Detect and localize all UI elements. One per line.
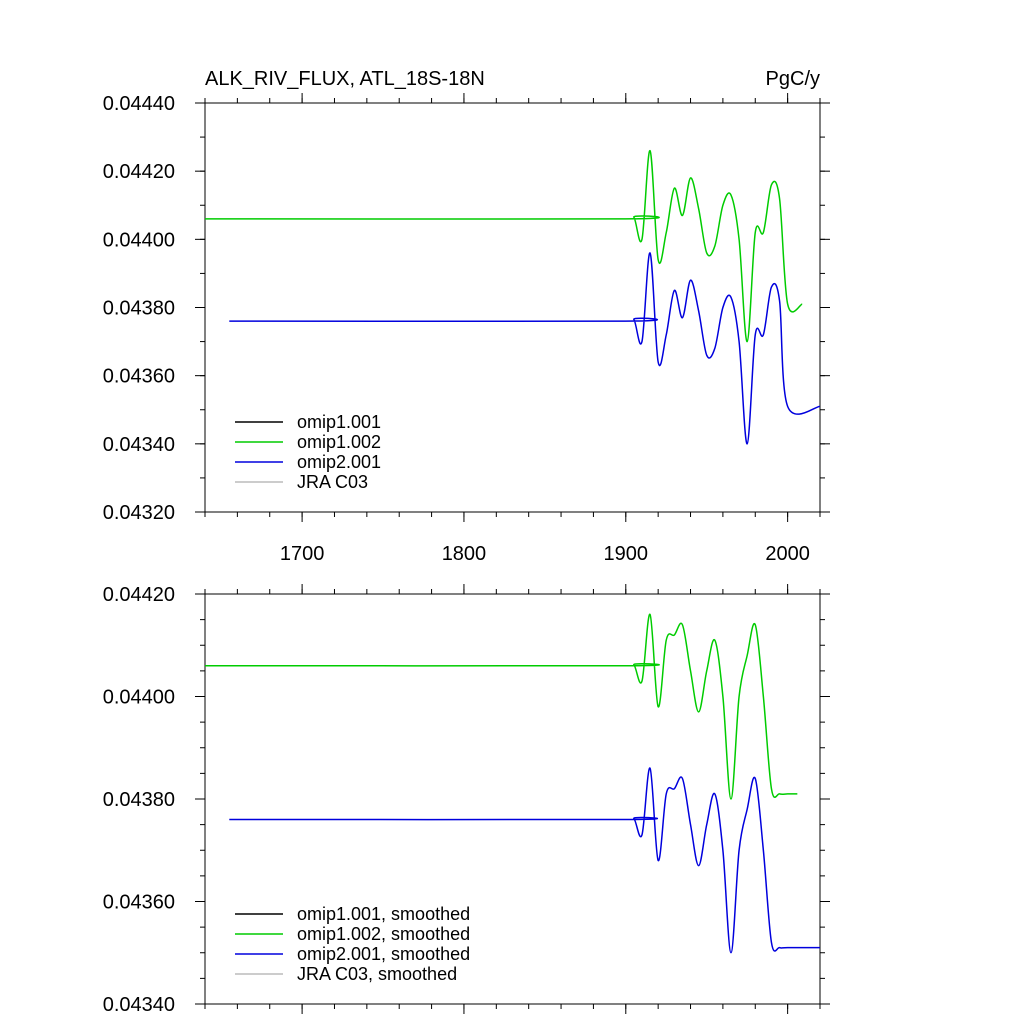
legend-label: omip2.001, smoothed — [297, 944, 470, 964]
x-tick-label: 1700 — [280, 543, 325, 565]
x-tick-label: 1900 — [604, 543, 649, 565]
bottom-panel: 0.04340 0.04360 0.04380 0.04400 0.04420 omip1… — [103, 584, 830, 1016]
y-tick-label: 0.04340 — [103, 994, 175, 1016]
y-tick-label: 0.04420 — [103, 584, 175, 606]
y-tick-label: 0.04440 — [103, 93, 175, 115]
y-tick-label: 0.04320 — [103, 502, 175, 524]
legend-label: omip1.001 — [297, 412, 381, 432]
legend-label: omip2.001 — [297, 452, 381, 472]
y-tick-label: 0.04360 — [103, 892, 175, 914]
legend-label: JRA C03 — [297, 472, 368, 492]
x-tick-label: 1800 — [442, 543, 487, 565]
chart-units: PgC/y — [766, 68, 820, 90]
y-tick-label: 0.04420 — [103, 161, 175, 183]
top-panel: 0.04320 0.04340 0.04360 0.04380 0.04400 0.044… — [103, 68, 830, 565]
series-line-omip1-002 — [205, 149, 803, 343]
legend-label: omip1.002 — [297, 432, 381, 452]
x-tick-label: 2000 — [765, 543, 810, 565]
chart-title: ALK_RIV_FLUX, ATL_18S-18N — [205, 68, 485, 90]
y-tick-label: 0.04400 — [103, 687, 175, 709]
y-tick-label: 0.04360 — [103, 366, 175, 388]
series-line-omip2-001 — [229, 252, 820, 445]
y-tick-label: 0.04380 — [103, 789, 175, 811]
legend-label: JRA C03, smoothed — [297, 964, 457, 984]
series-line-omip1-002-smoothed — [205, 613, 798, 800]
legend-label: omip1.001, smoothed — [297, 904, 470, 924]
legend-label: omip1.002, smoothed — [297, 924, 470, 944]
series-line-omip2-001-smoothed — [229, 767, 820, 954]
y-tick-label: 0.04340 — [103, 434, 175, 456]
y-tick-label: 0.04380 — [103, 298, 175, 320]
y-tick-label: 0.04400 — [103, 229, 175, 251]
